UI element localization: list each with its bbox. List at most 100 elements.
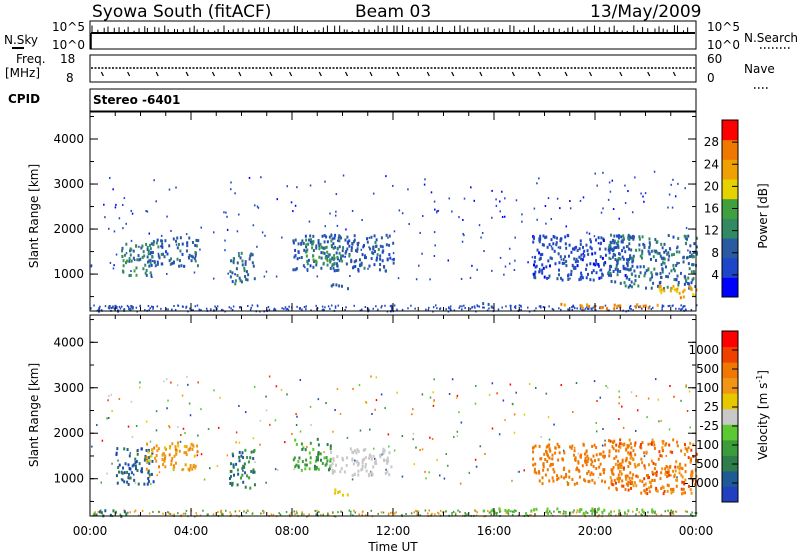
heat-cell bbox=[631, 272, 634, 276]
near-range-cell bbox=[416, 510, 418, 513]
heat-cell bbox=[574, 266, 577, 270]
heat-cell bbox=[131, 464, 134, 468]
near-range-cell bbox=[384, 304, 386, 307]
scatter-cell bbox=[256, 245, 258, 248]
heat-cell bbox=[294, 438, 297, 442]
near-range-cell bbox=[459, 305, 461, 308]
scatter-cell bbox=[189, 414, 192, 417]
near-range-cell bbox=[341, 510, 343, 513]
heat-cell bbox=[188, 468, 191, 472]
heat-cell bbox=[151, 255, 154, 259]
heat-cell bbox=[593, 459, 596, 463]
heat-cell bbox=[295, 463, 298, 467]
scatter-cell bbox=[671, 206, 674, 209]
heat-cell bbox=[667, 234, 670, 238]
heat-cell bbox=[589, 240, 592, 244]
heat-cell bbox=[333, 236, 336, 240]
heat-cell bbox=[629, 254, 632, 258]
heat-cell bbox=[124, 462, 127, 466]
scatter-cell bbox=[207, 428, 210, 431]
scatter-cell bbox=[434, 244, 436, 247]
heat-cell bbox=[348, 244, 351, 248]
scatter-cell bbox=[309, 405, 312, 408]
heat-cell bbox=[656, 489, 659, 493]
heat-cell bbox=[618, 465, 621, 469]
near-range-cell bbox=[604, 304, 607, 307]
scatter-cell bbox=[459, 482, 462, 485]
heat-cell bbox=[607, 248, 610, 252]
heat-cell bbox=[571, 444, 574, 448]
heat-cell bbox=[650, 459, 653, 463]
heat-cell bbox=[386, 470, 389, 474]
heat-cell bbox=[145, 268, 148, 272]
heat-cell bbox=[174, 448, 177, 452]
heat-cell bbox=[652, 440, 655, 444]
heat-cell bbox=[612, 248, 615, 252]
near-range-cell bbox=[231, 308, 234, 311]
scatter-cell bbox=[618, 390, 620, 393]
heat-cell bbox=[331, 263, 334, 267]
scatter-cell bbox=[265, 481, 267, 484]
nave-marks bbox=[100, 71, 676, 77]
near-range-cell bbox=[362, 510, 364, 513]
heat-cell bbox=[559, 255, 562, 259]
scatter-cell bbox=[213, 389, 215, 392]
heat-cell bbox=[191, 443, 194, 447]
heat-cell bbox=[324, 246, 327, 250]
nave-mark bbox=[672, 71, 676, 77]
heat-cell bbox=[589, 473, 592, 477]
heat-cell bbox=[148, 461, 151, 465]
heat-cell bbox=[147, 456, 150, 460]
scatter-cell bbox=[149, 455, 151, 458]
heat-cell bbox=[597, 236, 600, 240]
heat-cell bbox=[614, 280, 617, 284]
heat-cell bbox=[666, 252, 669, 256]
heat-cell bbox=[374, 461, 377, 465]
heat-cell bbox=[564, 511, 567, 515]
heat-cell bbox=[610, 241, 613, 245]
scatter-cell bbox=[336, 387, 339, 390]
near-range-cell bbox=[463, 304, 465, 307]
scatter-cell bbox=[325, 402, 327, 405]
scatter-cell bbox=[365, 400, 367, 403]
heat-cell bbox=[661, 439, 664, 443]
heat-cell bbox=[644, 489, 647, 493]
heat-cell bbox=[616, 261, 619, 265]
heat-cell bbox=[557, 445, 560, 449]
scatter-cell bbox=[476, 268, 478, 271]
heat-cell bbox=[357, 469, 360, 473]
heat-cell bbox=[170, 459, 173, 463]
freq-tick-bottom: 8 bbox=[66, 71, 74, 85]
nsky-tick-top: 10^5 bbox=[52, 20, 85, 34]
heat-cell bbox=[680, 449, 683, 453]
heat-cell bbox=[607, 439, 610, 443]
scatter-cell bbox=[359, 429, 362, 432]
heat-cell bbox=[98, 510, 101, 514]
heat-cell bbox=[608, 268, 611, 272]
near-range-cell bbox=[520, 308, 522, 311]
heat-cell bbox=[632, 449, 635, 453]
scatter-cell bbox=[407, 188, 409, 191]
scatter-cell bbox=[254, 461, 256, 464]
near-range-cell bbox=[624, 512, 626, 515]
heat-cell bbox=[643, 483, 646, 487]
freq-unit: [MHz] bbox=[5, 66, 40, 80]
near-range-cell bbox=[281, 307, 283, 310]
nave-mark bbox=[511, 71, 515, 77]
heat-cell bbox=[311, 246, 314, 250]
heat-cell bbox=[237, 472, 240, 476]
heat-cell bbox=[641, 235, 644, 239]
heat-cell bbox=[600, 276, 603, 280]
nave-tick-bottom: 0 bbox=[707, 71, 715, 85]
heat-cell bbox=[626, 267, 629, 271]
heat-cell bbox=[618, 252, 621, 256]
heat-cell bbox=[315, 455, 318, 459]
near-range-cell bbox=[260, 512, 262, 515]
scatter-cell bbox=[163, 380, 165, 383]
heat-cell bbox=[145, 273, 148, 277]
heat-cell bbox=[371, 472, 374, 476]
heat-cell bbox=[623, 267, 626, 271]
scatter-cell bbox=[230, 181, 232, 184]
cpid-box bbox=[89, 88, 697, 112]
heat-cell bbox=[350, 260, 353, 264]
